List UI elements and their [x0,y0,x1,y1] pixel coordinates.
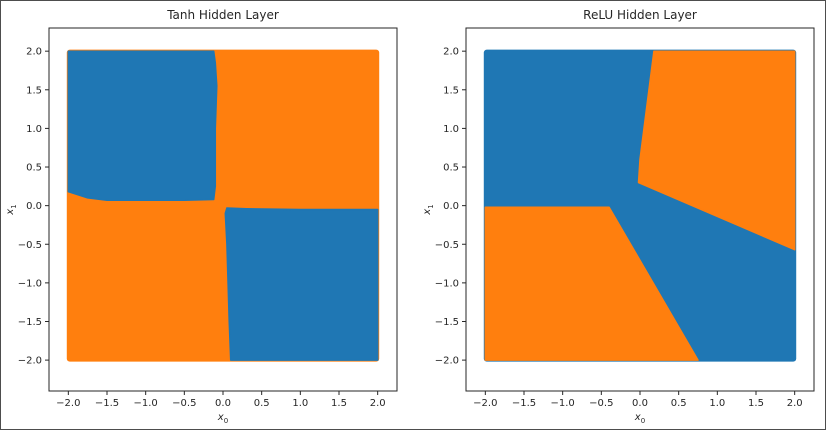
y-axis-label: x1 [422,204,435,215]
x-axis-label: x0 [217,412,228,425]
x-tick-label: −2.0 [56,398,80,409]
y-tick-label: −0.5 [18,240,42,251]
y-tick-label: 1.0 [26,124,42,135]
x-tick-label: −1.5 [512,398,536,409]
x-tick-label: 2.0 [370,398,386,409]
y-tick-label: 0.5 [26,163,42,174]
chart-1: −2.0 −1.5 −1.0 −0.5 0.0 0.5 1.0 1.5 2.0 −2.0 −1.5 −… [5,8,398,425]
y-tick-label: 1.5 [26,85,42,96]
x-tick-label: 0.5 [254,398,270,409]
x-tick-label: 0.0 [215,398,231,409]
y-tick-label: −1.0 [435,278,459,289]
y-axis-label: x1 [5,204,18,215]
chart-title: ReLU Hidden Layer [583,8,697,22]
x-tick-label: 0.0 [632,398,648,409]
blue-region-top-left [67,50,218,201]
x-tick-label: −2.0 [473,398,497,409]
x-tick-label: −0.5 [589,398,613,409]
x-axis-label: x0 [634,412,645,425]
y-tick-label: 1.0 [443,124,459,135]
y-tick-label: 2.0 [443,47,459,58]
x-tick-label: −1.0 [134,398,158,409]
y-tick-label: 1.5 [443,85,459,96]
chart-2: −2.0 −1.5 −1.0 −0.5 0.0 0.5 1.0 1.5 2.0 −2.0 −1.5 −… [422,8,815,425]
x-tick-label: 1.0 [292,398,308,409]
x-tick-label: −0.5 [172,398,196,409]
y-tick-label: −2.0 [435,356,459,367]
x-tick-label: 2.0 [787,398,803,409]
y-tick-label: −1.5 [435,317,459,328]
x-tick-label: 1.0 [709,398,725,409]
y-tick-label: −0.5 [435,240,459,251]
orange-region-top-right [637,50,796,251]
y-tick-label: −1.5 [18,317,42,328]
x-tick-label: 0.5 [671,398,687,409]
chart-title: Tanh Hidden Layer [166,8,279,22]
x-tick-label: 1.5 [331,398,347,409]
y-tick-label: −2.0 [18,356,42,367]
y-tick-label: 0.0 [26,201,42,212]
x-tick-label: −1.5 [95,398,119,409]
orange-region-bottom-left [484,206,699,361]
y-tick-label: 2.0 [26,47,42,58]
y-tick-label: 0.0 [443,201,459,212]
blue-region-bottom-right [224,207,379,361]
x-tick-label: −1.0 [551,398,575,409]
x-tick-label: 1.5 [748,398,764,409]
y-tick-label: 0.5 [443,163,459,174]
y-tick-label: −1.0 [18,278,42,289]
